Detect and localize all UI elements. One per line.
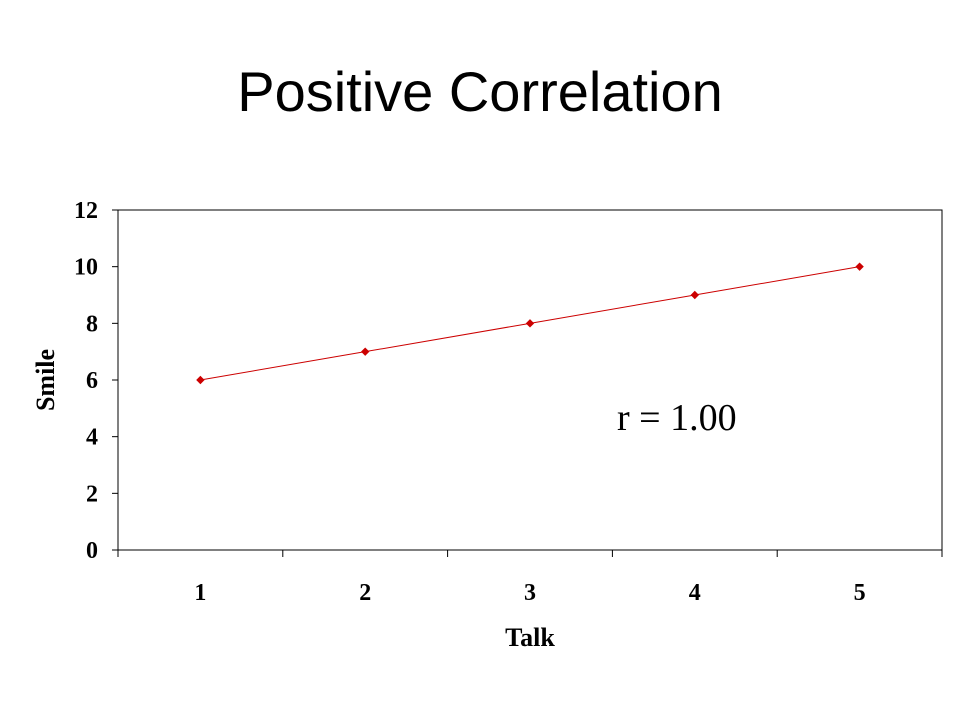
- y-tick-label: 12: [74, 198, 98, 224]
- series-layer: [196, 262, 864, 385]
- correlation-annotation: r = 1.00: [617, 397, 737, 439]
- data-point: [690, 290, 700, 300]
- y-axis: 0 2 4 6 8 10 12: [74, 198, 118, 564]
- y-tick-label: 2: [86, 481, 98, 507]
- y-tick-label: 10: [74, 255, 98, 281]
- x-tick-label: 4: [689, 580, 701, 606]
- y-tick-label: 8: [86, 311, 98, 337]
- x-tick-label: 5: [854, 580, 866, 606]
- y-axis-title: Smile: [31, 349, 60, 411]
- x-tick-label: 3: [524, 580, 536, 606]
- data-point: [525, 319, 535, 328]
- x-tick-label: 2: [359, 580, 371, 606]
- y-tick-label: 4: [86, 425, 98, 451]
- data-point: [196, 375, 205, 385]
- slide-title: Positive Correlation: [237, 60, 723, 123]
- data-point: [360, 347, 370, 356]
- x-axis: 1 2 3 4 5: [117, 550, 943, 606]
- x-axis-title: Talk: [505, 623, 555, 652]
- y-tick-label: 6: [86, 368, 98, 394]
- plot-area: [117, 209, 943, 551]
- x-tick-label: 1: [194, 580, 206, 606]
- y-tick-label: 0: [86, 538, 98, 564]
- data-point: [855, 262, 864, 271]
